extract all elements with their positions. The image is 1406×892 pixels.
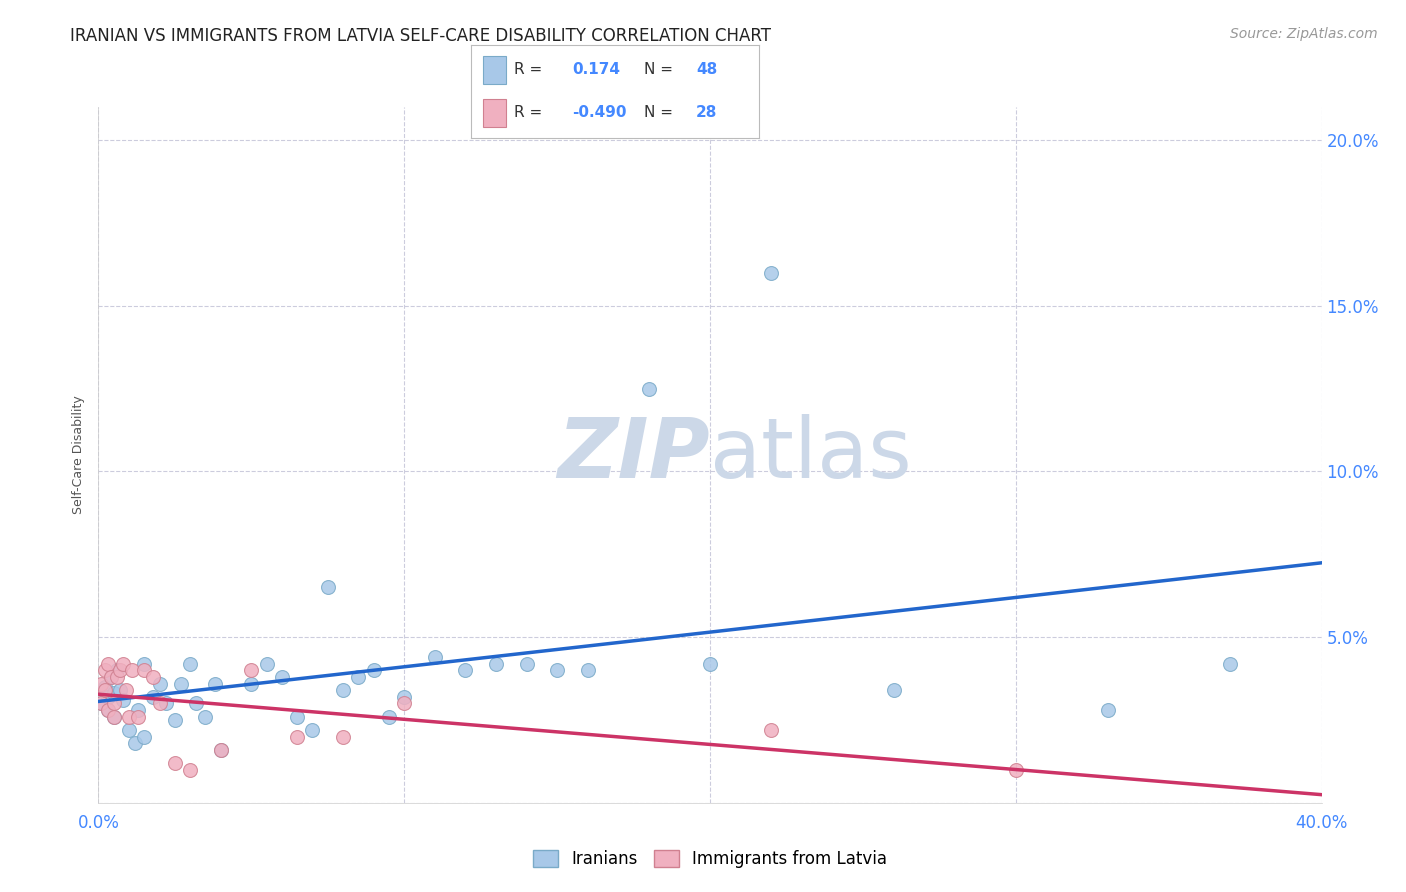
Point: [194, 709, 217, 723]
Point: [516, 657, 538, 671]
Point: [392, 697, 416, 711]
Point: [97, 657, 120, 671]
Point: [103, 697, 125, 711]
Y-axis label: Self-Care Disability: Self-Care Disability: [72, 395, 86, 515]
Point: [179, 763, 201, 777]
Point: [256, 657, 278, 671]
Point: [347, 670, 370, 684]
Point: [637, 382, 661, 396]
Point: [285, 730, 308, 744]
Text: 0.0%: 0.0%: [77, 814, 120, 832]
Point: [301, 723, 323, 737]
Legend: Iranians, Immigrants from Latvia: Iranians, Immigrants from Latvia: [526, 843, 894, 874]
Point: [204, 676, 226, 690]
Point: [111, 657, 134, 671]
Point: [134, 730, 156, 744]
Point: [186, 697, 208, 711]
Point: [378, 709, 401, 723]
Text: N =: N =: [644, 62, 673, 78]
Text: 0.174: 0.174: [572, 62, 620, 78]
Point: [127, 709, 149, 723]
Point: [97, 703, 120, 717]
Point: [118, 723, 141, 737]
Point: [127, 703, 149, 717]
Text: 48: 48: [696, 62, 717, 78]
Point: [240, 676, 263, 690]
Point: [100, 670, 122, 684]
Point: [316, 581, 339, 595]
Point: [93, 683, 115, 698]
Point: [142, 670, 165, 684]
Point: [134, 663, 156, 677]
Point: [1097, 703, 1119, 717]
Point: [108, 663, 131, 677]
Point: [90, 676, 112, 690]
Text: -0.490: -0.490: [572, 105, 627, 120]
Point: [103, 709, 125, 723]
Text: R =: R =: [515, 62, 543, 78]
Point: [240, 663, 263, 677]
Text: IRANIAN VS IMMIGRANTS FROM LATVIA SELF-CARE DISABILITY CORRELATION CHART: IRANIAN VS IMMIGRANTS FROM LATVIA SELF-C…: [70, 27, 772, 45]
Point: [759, 723, 782, 737]
Text: 28: 28: [696, 105, 717, 120]
Text: ZIP: ZIP: [557, 415, 710, 495]
Point: [105, 663, 128, 677]
Point: [97, 690, 120, 704]
Text: atlas: atlas: [710, 415, 911, 495]
Text: R =: R =: [515, 105, 543, 120]
Point: [546, 663, 568, 677]
Point: [332, 730, 354, 744]
Point: [97, 703, 120, 717]
Point: [90, 697, 112, 711]
Point: [332, 683, 354, 698]
Text: 40.0%: 40.0%: [1295, 814, 1348, 832]
Point: [170, 676, 193, 690]
Point: [285, 709, 308, 723]
Point: [103, 686, 125, 700]
Point: [759, 266, 782, 280]
Point: [155, 697, 177, 711]
Point: [363, 663, 385, 677]
Point: [90, 697, 112, 711]
Point: [124, 736, 146, 750]
Point: [179, 657, 201, 671]
Point: [163, 756, 186, 770]
Point: [93, 663, 115, 677]
Point: [485, 657, 508, 671]
Text: Source: ZipAtlas.com: Source: ZipAtlas.com: [1230, 27, 1378, 41]
Point: [454, 663, 477, 677]
Point: [134, 657, 156, 671]
Point: [111, 693, 134, 707]
Point: [121, 663, 143, 677]
Point: [149, 697, 172, 711]
Point: [163, 713, 186, 727]
Point: [149, 676, 172, 690]
Point: [93, 680, 115, 694]
Point: [108, 683, 131, 698]
Point: [103, 709, 125, 723]
Point: [209, 743, 232, 757]
Point: [699, 657, 721, 671]
Point: [392, 690, 416, 704]
Point: [105, 670, 128, 684]
Point: [1004, 763, 1026, 777]
Point: [209, 743, 232, 757]
Bar: [482, 56, 506, 84]
Point: [883, 683, 905, 698]
Point: [142, 690, 165, 704]
Point: [1219, 657, 1241, 671]
Point: [118, 709, 141, 723]
Point: [115, 683, 138, 698]
Point: [100, 670, 122, 684]
Point: [576, 663, 599, 677]
Point: [423, 650, 446, 665]
Text: N =: N =: [644, 105, 673, 120]
Bar: [482, 99, 506, 127]
Point: [270, 670, 292, 684]
